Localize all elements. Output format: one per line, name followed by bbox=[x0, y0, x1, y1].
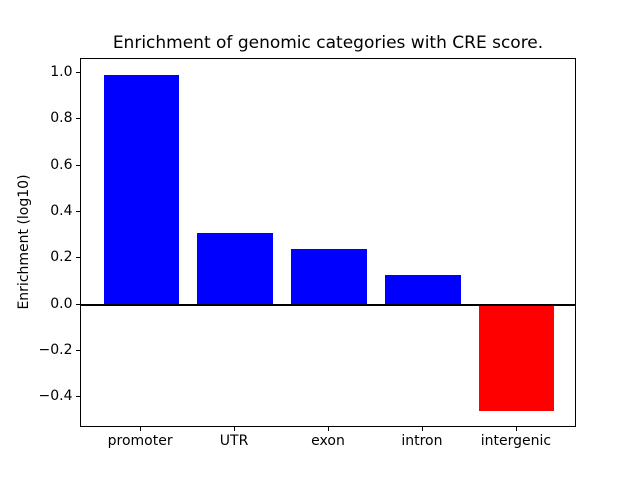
bar-exon bbox=[291, 249, 367, 305]
y-tick-label: −0.4 bbox=[38, 388, 73, 405]
y-tick-label: 0.0 bbox=[50, 295, 73, 312]
y-tick-mark bbox=[76, 350, 80, 352]
zero-baseline bbox=[81, 303, 575, 306]
y-tick-label: 1.0 bbox=[50, 64, 73, 81]
y-tick-mark bbox=[76, 72, 80, 74]
bar-intergenic bbox=[479, 304, 555, 412]
y-tick-mark bbox=[76, 257, 80, 259]
x-tick-label-promoter: promoter bbox=[107, 432, 173, 449]
y-tick-label: 0.6 bbox=[50, 156, 73, 173]
bar-intron bbox=[385, 274, 461, 305]
x-tick-label-exon: exon bbox=[311, 432, 345, 449]
chart-title: Enrichment of genomic categories with CR… bbox=[112, 33, 544, 53]
x-tick-mark bbox=[140, 427, 142, 432]
y-tick-label: 0.2 bbox=[50, 249, 73, 266]
bar-promoter bbox=[103, 75, 179, 305]
y-axis-label: Enrichment (log10) bbox=[16, 174, 32, 310]
y-tick-mark bbox=[76, 164, 80, 166]
plot-area bbox=[80, 57, 576, 428]
x-tick-mark bbox=[515, 427, 517, 432]
x-tick-mark bbox=[234, 427, 236, 432]
y-tick-mark bbox=[76, 303, 80, 305]
y-tick-mark bbox=[76, 211, 80, 213]
x-tick-mark bbox=[328, 427, 329, 432]
bar-UTR bbox=[197, 232, 273, 305]
y-tick-mark bbox=[76, 396, 80, 398]
x-tick-label-intron: intron bbox=[401, 432, 443, 449]
y-tick-label: 0.4 bbox=[50, 203, 73, 220]
x-tick-label-intergenic: intergenic bbox=[480, 432, 552, 449]
y-tick-label: 0.8 bbox=[50, 110, 73, 127]
y-tick-label: −0.2 bbox=[38, 342, 73, 359]
y-tick-mark bbox=[76, 118, 80, 120]
x-tick-mark bbox=[421, 427, 423, 432]
x-tick-label-UTR: UTR bbox=[219, 432, 249, 449]
